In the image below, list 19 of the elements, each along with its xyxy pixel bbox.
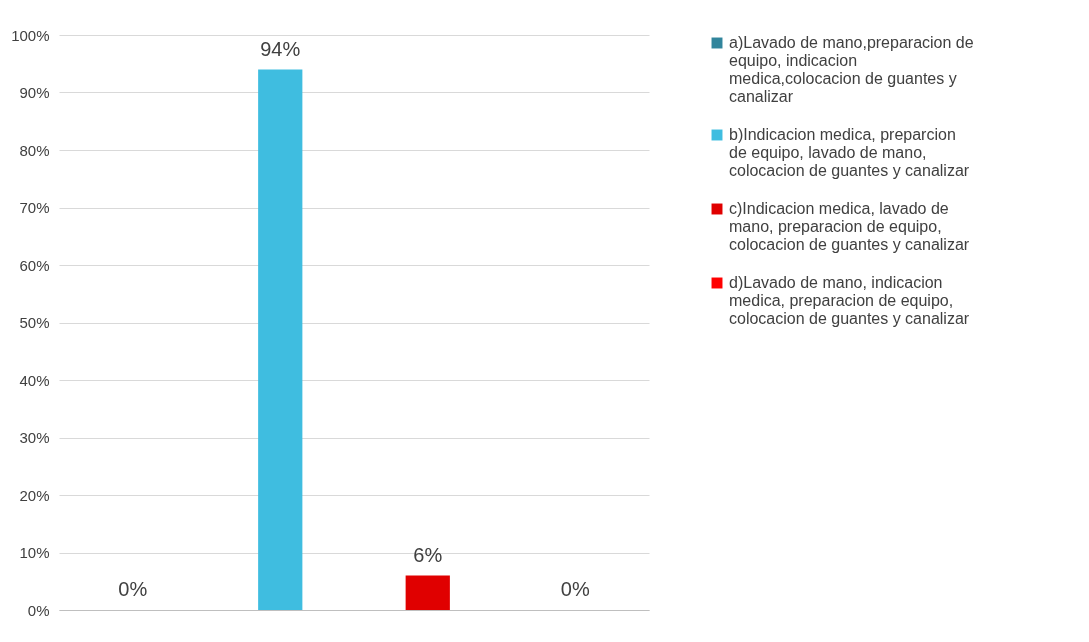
- data-label: 0%: [560, 578, 590, 600]
- y-tick-label: 20%: [19, 486, 50, 504]
- data-label: 94%: [260, 37, 301, 60]
- y-tick-label: 70%: [19, 199, 50, 216]
- y-tick-label: 10%: [19, 544, 50, 561]
- legend-label: d)Lavado de mano, indicacion medica, preparacion de equipo, colocacion de guantes y canalizar: [729, 274, 970, 327]
- legend-label: a)Lavado de mano,preparacion de equipo, indicacion medica,colocacion de guantes y canalizar: [729, 34, 974, 105]
- legend-label: b)Indicacion medica, preparcion de equipo, lavado de mano, colocacion de guantes y canalizar: [729, 126, 970, 179]
- y-tick-label: 90%: [19, 84, 50, 101]
- legend-label: c)Indicacion medica, lavado de mano, preparacion de equipo, colocacion de guantes y canalizar: [729, 200, 970, 253]
- y-tick-label: 50%: [19, 314, 50, 331]
- data-label: 0%: [118, 578, 148, 600]
- y-tick-label: 80%: [19, 141, 50, 159]
- y-tick-label: 30%: [19, 429, 50, 446]
- y-tick-label: 40%: [19, 371, 50, 389]
- y-tick-label: 0%: [27, 601, 50, 619]
- data-label: 6%: [413, 543, 443, 566]
- y-tick-label: 100%: [11, 26, 50, 44]
- y-tick-label: 60%: [19, 256, 50, 274]
